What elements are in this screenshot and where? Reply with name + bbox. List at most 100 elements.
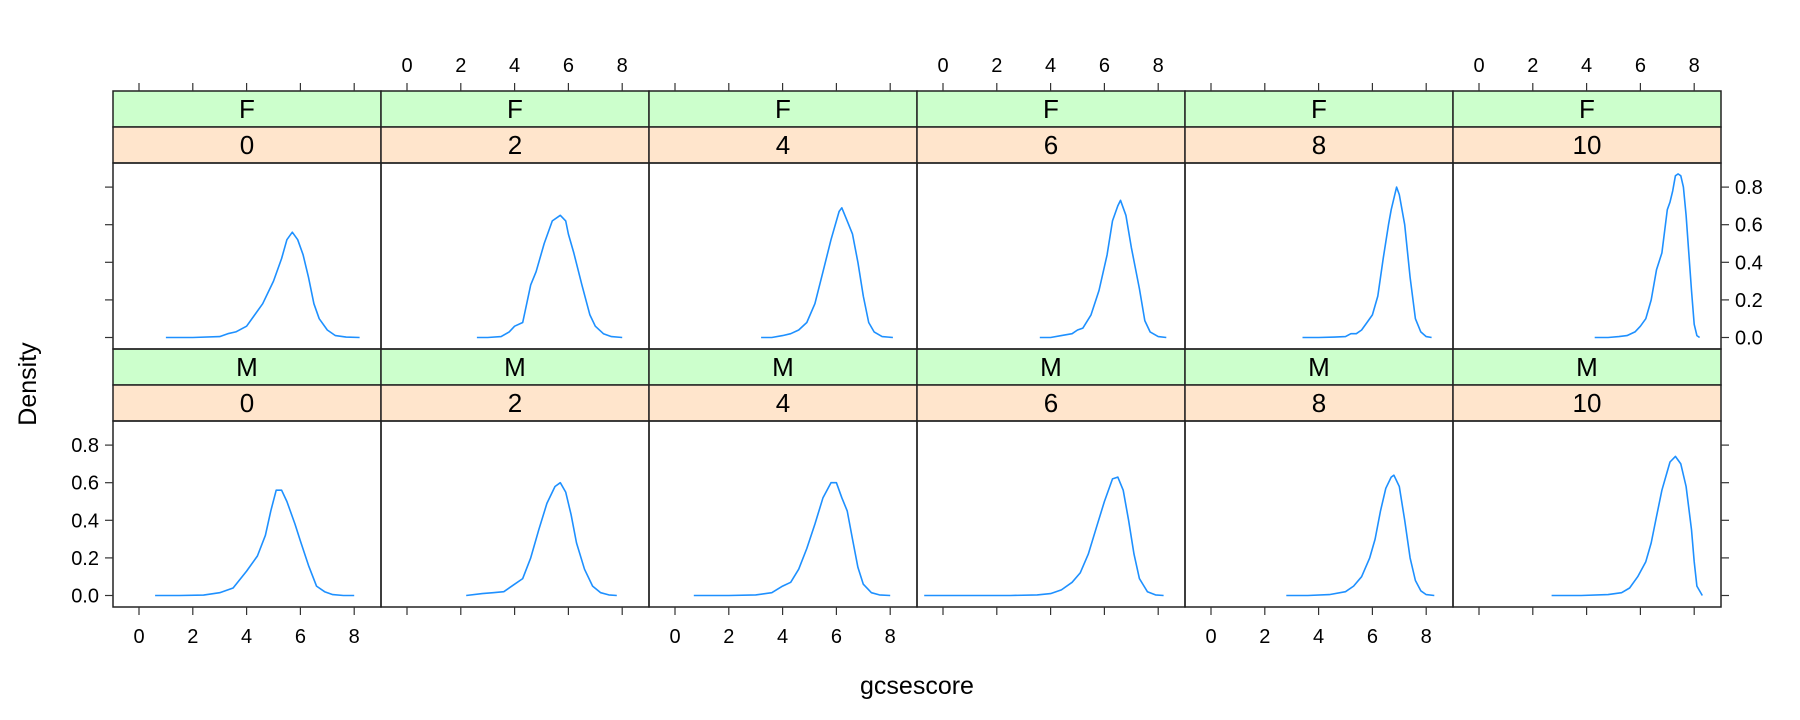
x-tick-label-top: 6	[563, 55, 574, 77]
x-tick-label-bottom: 2	[187, 626, 198, 648]
density-curve	[1039, 199, 1167, 339]
panel-frame	[1452, 162, 1722, 350]
panel-frame	[380, 420, 650, 608]
x-tick-label-top: 6	[1099, 55, 1110, 77]
x-tick-label-top: 2	[455, 55, 466, 77]
strip-gender	[380, 90, 650, 128]
strip-gender-label: F	[1311, 94, 1327, 124]
panel-F-0	[112, 162, 382, 350]
x-tick-label-bottom: 8	[349, 626, 360, 648]
x-tick-label-top: 4	[1581, 55, 1592, 77]
strip-gender	[112, 90, 382, 128]
strip-score-label: 8	[1312, 388, 1326, 418]
panel-frame	[648, 420, 918, 608]
strip-gender-label: F	[1043, 94, 1059, 124]
panel-layer	[112, 162, 1722, 608]
strip-score-label: 2	[508, 130, 522, 160]
x-tick-label-bottom: 2	[1259, 626, 1270, 648]
strip-gender-label: M	[1040, 352, 1062, 382]
strip-gender	[916, 348, 1186, 386]
x-tick-label-bottom: 8	[1421, 626, 1432, 648]
panel-F-10	[1452, 162, 1722, 350]
panel-frame	[916, 420, 1186, 608]
density-curve	[1286, 474, 1435, 597]
panel-frame	[112, 162, 382, 350]
density-curve	[761, 207, 893, 339]
panel-F-8	[1184, 162, 1454, 350]
density-curve	[693, 481, 891, 597]
y-tick-label-left: 0.6	[71, 473, 99, 495]
x-tick-label-top: 8	[617, 55, 628, 77]
strip-score-label: 6	[1044, 130, 1058, 160]
strip-score-label: 0	[240, 388, 254, 418]
density-curve	[1551, 455, 1703, 597]
strip-score-label: 4	[776, 130, 790, 160]
x-tick-label-bottom: 0	[1205, 626, 1216, 648]
panel-M-8	[1184, 420, 1454, 608]
strip-score-label: 10	[1573, 130, 1602, 160]
y-tick-label-right: 0.2	[1735, 290, 1763, 312]
panel-frame	[648, 162, 918, 350]
density-curve	[476, 214, 623, 339]
y-tick-label-left: 0.0	[71, 586, 99, 608]
density-curve	[466, 481, 617, 597]
strip-score-label: 6	[1044, 388, 1058, 418]
strip-gender-label: M	[236, 352, 258, 382]
strip-gender-label: F	[507, 94, 523, 124]
panel-M-10	[1452, 420, 1722, 608]
y-tick-label-right: 0.8	[1735, 177, 1763, 199]
strip-score	[916, 126, 1186, 164]
strip-gender-label: M	[772, 352, 794, 382]
panel-frame	[1184, 420, 1454, 608]
x-tick-label-top: 0	[401, 55, 412, 77]
panel-frame	[380, 162, 650, 350]
strip-gender-label: M	[1576, 352, 1598, 382]
x-tick-label-bottom: 4	[241, 626, 252, 648]
density-curve	[165, 231, 360, 339]
x-tick-label-top: 6	[1635, 55, 1646, 77]
x-tick-label-bottom: 4	[1313, 626, 1324, 648]
strip-gender-label: F	[775, 94, 791, 124]
strip-gender	[648, 348, 918, 386]
y-tick-label-right: 0.6	[1735, 215, 1763, 237]
strip-gender	[916, 90, 1186, 128]
strip-score-label: 0	[240, 130, 254, 160]
x-tick-label-top: 8	[1153, 55, 1164, 77]
x-tick-label-top: 2	[1527, 55, 1538, 77]
panel-frame	[1452, 420, 1722, 608]
x-tick-label-bottom: 6	[1367, 626, 1378, 648]
density-curve	[924, 476, 1164, 597]
x-axis-title: gcsescore	[860, 672, 974, 700]
panel-frame	[1184, 162, 1454, 350]
density-curve	[1594, 173, 1701, 339]
x-tick-label-bottom: 4	[777, 626, 788, 648]
x-tick-label-top: 4	[509, 55, 520, 77]
strip-gender	[1184, 348, 1454, 386]
y-tick-label-left: 0.8	[71, 435, 99, 457]
x-tick-label-top: 0	[937, 55, 948, 77]
panel-M-4	[648, 420, 918, 608]
panel-F-2	[380, 162, 650, 350]
strip-gender-label: F	[239, 94, 255, 124]
panel-M-2	[380, 420, 650, 608]
panel-M-0	[112, 420, 382, 608]
x-tick-label-top: 2	[991, 55, 1002, 77]
y-tick-label-right: 0.0	[1735, 328, 1763, 350]
panel-M-6	[916, 420, 1186, 608]
strip-score-label: 2	[508, 388, 522, 418]
strip-score-label: 10	[1573, 388, 1602, 418]
strip-score	[648, 384, 918, 422]
strip-score-label: 4	[776, 388, 790, 418]
density-curve	[155, 489, 355, 597]
x-tick-label-bottom: 0	[133, 626, 144, 648]
x-tick-label-top: 8	[1689, 55, 1700, 77]
x-tick-label-bottom: 8	[885, 626, 896, 648]
strip-layer: F 0 F 2 F 4 F 6 F 8 F 10 M 0 M 2 M 4 M 6 M 8 M 10	[112, 90, 1722, 422]
strip-gender	[648, 90, 918, 128]
panel-F-6	[916, 162, 1186, 350]
strip-gender-label: M	[1308, 352, 1330, 382]
x-tick-label-top: 0	[1473, 55, 1484, 77]
x-tick-label-bottom: 6	[295, 626, 306, 648]
x-tick-label-bottom: 6	[831, 626, 842, 648]
